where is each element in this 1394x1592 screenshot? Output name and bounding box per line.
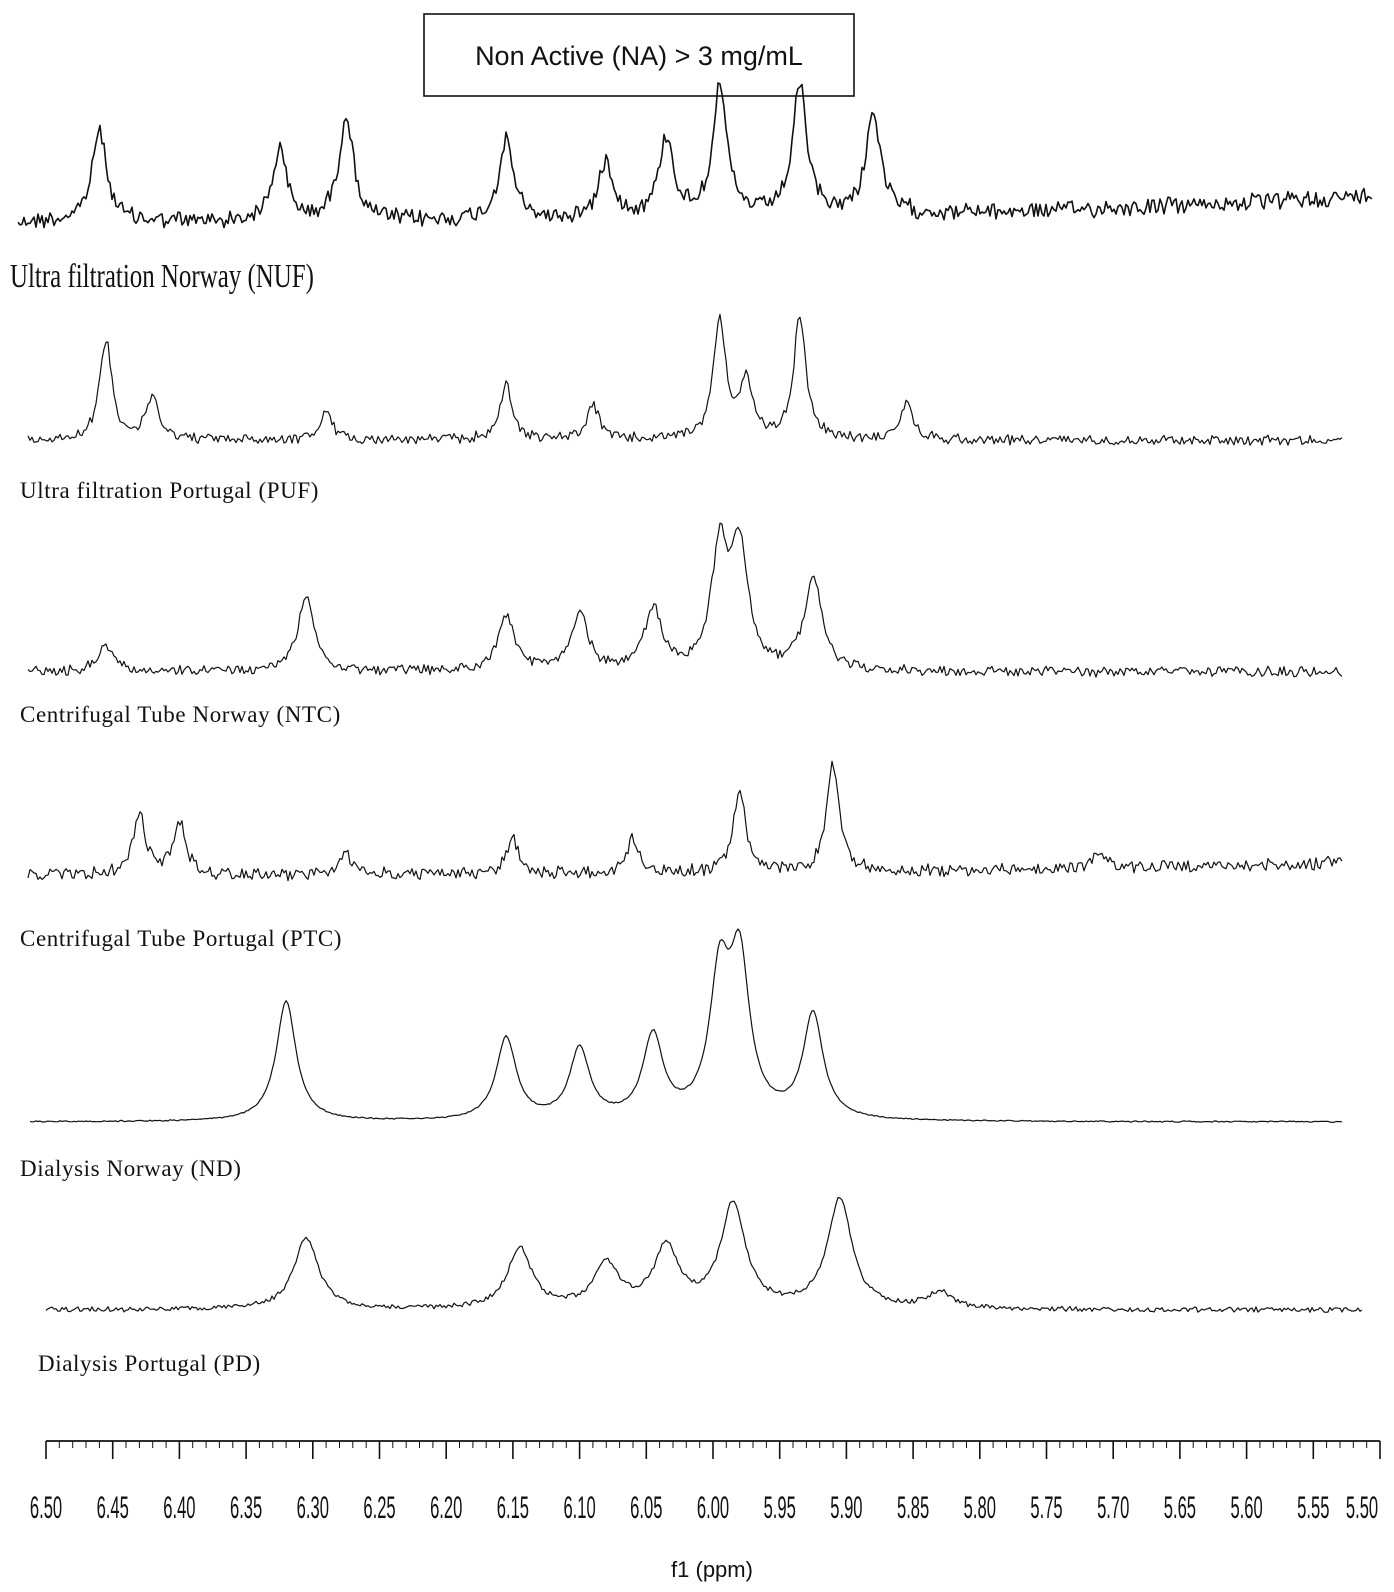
spectrum-trace <box>17 82 1373 229</box>
x-axis: 6.50 6.45 6.40 6.35 6.30 6.25 6.20 6.15 6.10 6.05… <box>30 1440 1381 1582</box>
spectrum-label: Centrifugal Tube Norway (NTC) <box>20 702 341 727</box>
title-box <box>423 13 855 97</box>
x-tick-label: 5.90 <box>830 1491 862 1526</box>
x-tick-label: 6.15 <box>497 1491 529 1526</box>
x-axis-tick-labels: 6.50 6.45 6.40 6.35 6.30 6.25 6.20 6.15 6.10 6.05… <box>30 1491 1378 1526</box>
x-tick-label: 5.80 <box>964 1491 996 1526</box>
spectrum-label: Dialysis Portugal (PD) <box>38 1351 261 1376</box>
x-tick-label: 6.45 <box>97 1491 129 1526</box>
x-tick-label: 6.40 <box>163 1491 195 1526</box>
x-tick-label: 6.30 <box>297 1491 329 1526</box>
x-tick-label: 5.75 <box>1030 1491 1062 1526</box>
x-tick-label: 6.20 <box>430 1491 462 1526</box>
x-tick-label: 6.00 <box>697 1491 729 1526</box>
x-tick-label: 6.05 <box>630 1491 662 1526</box>
x-axis-ticks <box>45 1441 1381 1459</box>
x-tick-label: 6.35 <box>230 1491 262 1526</box>
spectrum-trace <box>45 1196 1363 1313</box>
x-tick-label: 6.50 <box>30 1491 62 1526</box>
spectrum-label: Ultra filtration Norway (NUF) <box>10 259 314 295</box>
x-tick-label: 5.60 <box>1230 1491 1262 1526</box>
x-tick-label: 5.55 <box>1297 1491 1329 1526</box>
spectrum-label: Ultra filtration Portugal (PUF) <box>20 478 319 503</box>
spectrum-label: Centrifugal Tube Portugal (PTC) <box>20 926 342 951</box>
spectrum-trace <box>27 760 1343 882</box>
spectrum-traces <box>17 82 1373 1313</box>
x-tick-label: 5.50 <box>1346 1491 1378 1526</box>
spectrum-labels: Ultra filtration Norway (NUF) Ultra filtr… <box>10 259 342 1376</box>
spectrum-trace <box>27 313 1343 446</box>
x-tick-label: 5.85 <box>897 1491 929 1526</box>
spectrum-trace <box>29 928 1343 1124</box>
x-tick-label: 5.95 <box>764 1491 796 1526</box>
chart-title: Non Active (NA) > 3 mg/mL <box>475 41 803 71</box>
x-tick-label: 6.25 <box>363 1491 395 1526</box>
x-tick-label: 5.70 <box>1097 1491 1129 1526</box>
spectrum-trace <box>27 522 1343 678</box>
spectrum-label: Dialysis Norway (ND) <box>20 1156 242 1181</box>
x-tick-label: 6.10 <box>563 1491 595 1526</box>
x-axis-title: f1 (ppm) <box>671 1557 753 1582</box>
x-tick-label: 5.65 <box>1164 1491 1196 1526</box>
